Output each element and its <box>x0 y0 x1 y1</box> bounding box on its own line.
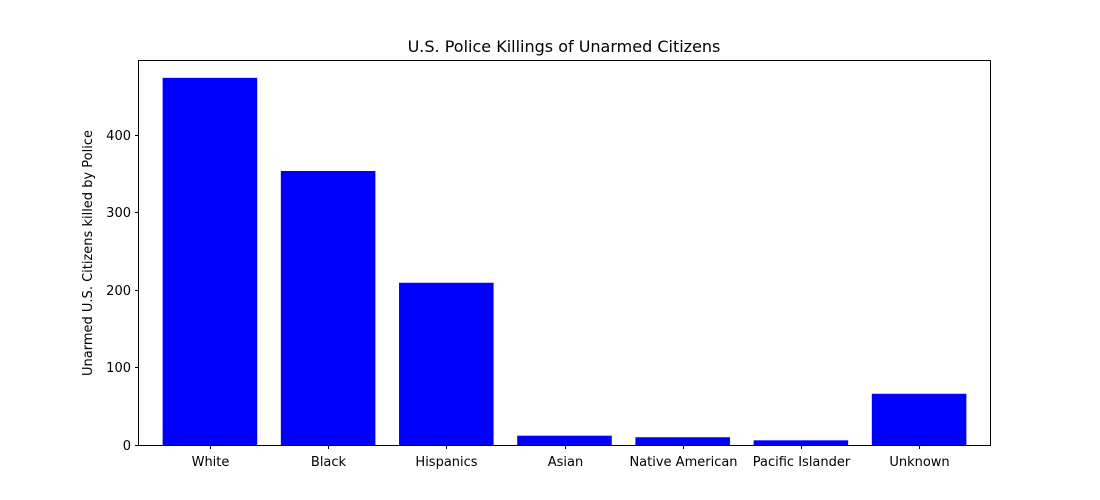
y-tick-label: 400 <box>106 129 131 144</box>
y-tick-label: 300 <box>106 206 131 221</box>
x-tick-label: Native American <box>629 455 737 470</box>
bars-layer <box>162 77 967 445</box>
bar-asian <box>517 435 612 445</box>
x-tick-label: Unknown <box>889 455 949 470</box>
bar-pacific-islander <box>753 440 849 445</box>
x-axis: White Black Hispanics Asian Native American P… <box>192 445 950 470</box>
bar-unknown <box>871 393 967 445</box>
plot-frame <box>138 60 991 446</box>
y-axis-label: Unarmed U.S. Citizens killed by Police <box>81 130 96 376</box>
chart-title: U.S. Police Killings of Unarmed Citizens <box>408 37 721 56</box>
x-tick-label: Pacific Islander <box>753 455 851 470</box>
x-tick-label: Asian <box>548 455 583 470</box>
bar-hispanics <box>399 282 494 445</box>
x-tick-label: Hispanics <box>415 455 477 470</box>
y-tick-label: 100 <box>106 361 131 376</box>
x-tick-label: Black <box>311 455 347 470</box>
x-tick-label: White <box>192 455 230 470</box>
bar-white <box>162 77 258 445</box>
bar-native-american <box>635 437 730 445</box>
bar-black <box>280 171 376 445</box>
y-axis: 0 100 200 300 400 <box>106 129 139 454</box>
y-tick-label: 200 <box>106 284 131 299</box>
y-tick-label: 0 <box>123 439 131 454</box>
